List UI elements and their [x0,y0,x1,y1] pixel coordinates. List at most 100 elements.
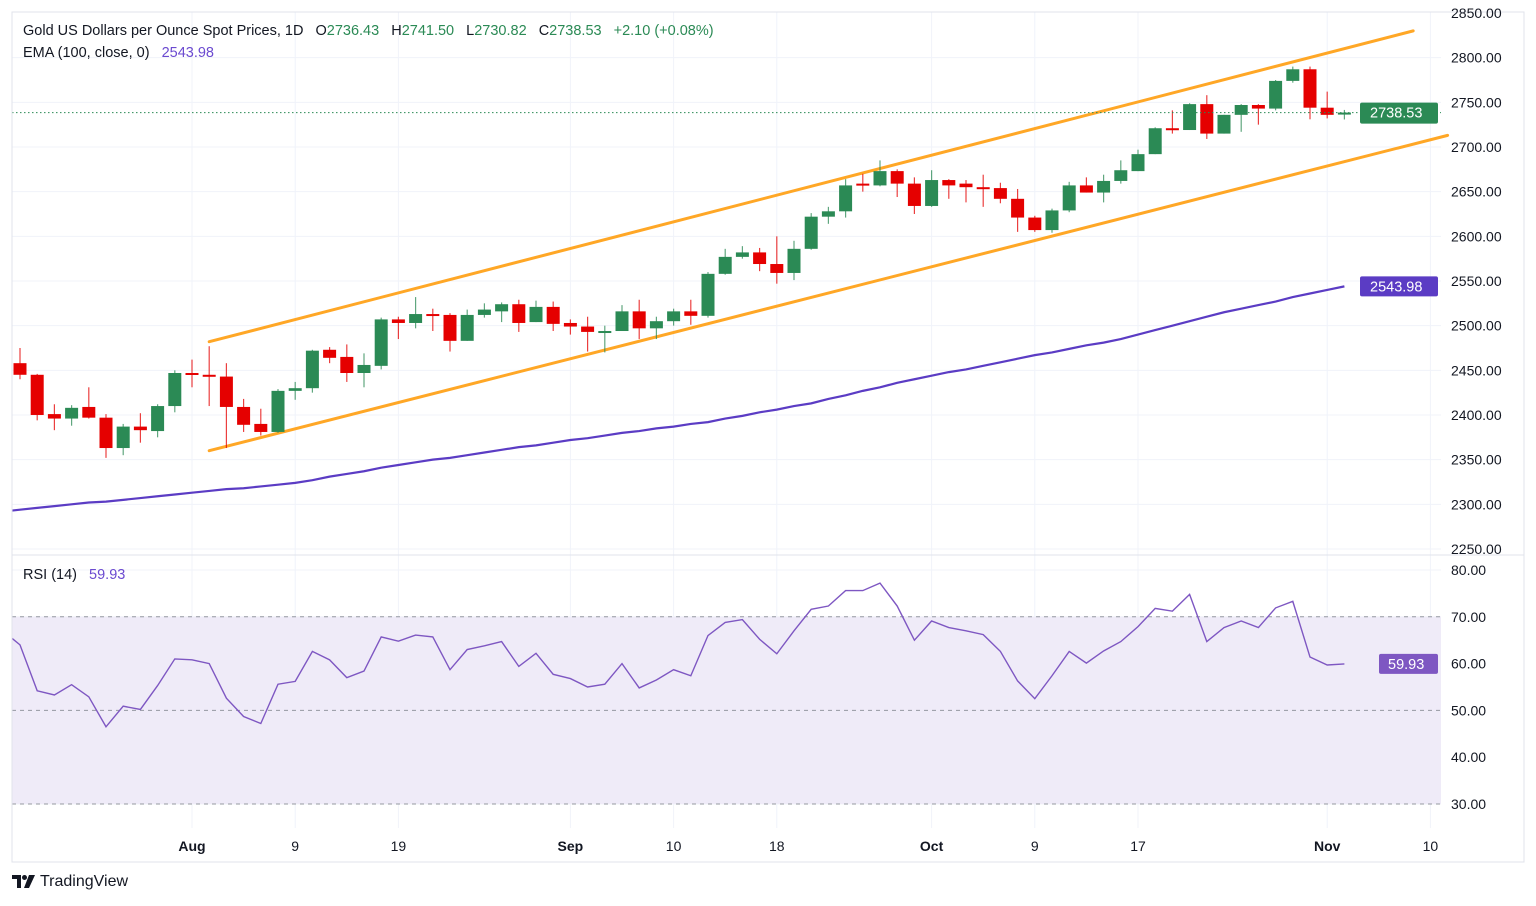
ema-line [11,285,1345,512]
candle-body [1079,185,1093,193]
price-tick-label: 2800.00 [1451,50,1502,66]
candle [787,240,801,281]
tradingview-logo[interactable]: TradingView [12,873,128,891]
ema-badge: 2543.98 [1360,276,1438,297]
candle-body [1337,112,1351,115]
time-tick-label: 19 [391,838,407,854]
ema-badge-text: 2543.98 [1370,279,1422,295]
candle-body [581,326,595,332]
time-tick-label: 10 [1423,838,1439,854]
candle-body [495,304,509,312]
ema-value: 2543.98 [161,45,214,61]
candle [959,180,973,203]
candle [1062,181,1076,213]
candle-body [1148,128,1162,155]
candle-body [1062,185,1076,211]
candle-body [1045,210,1059,231]
candle-body [1269,80,1283,109]
price-tick-label: 2400.00 [1451,407,1502,423]
candle-body [1251,105,1265,109]
candle-body [563,322,577,327]
candle [1269,79,1283,111]
time-tick-label: 17 [1130,838,1146,854]
change-value: +2.10 (+0.08%) [613,23,714,39]
candle [495,302,509,323]
candle [219,363,233,449]
price-tick-label: 2350.00 [1451,452,1502,468]
candle-body [254,423,268,432]
rsi-reference-lines [12,616,1441,805]
candle [753,247,767,272]
price-axis[interactable]: 2850.00 2800.00 2750.00 2700.00 2650.00 2600.… [1451,5,1502,557]
candle-body [529,306,543,323]
candle [357,353,371,388]
candle [546,301,560,332]
candle-body [1217,114,1231,134]
candle-body [271,390,285,432]
candle-body [632,311,646,329]
rsi-legend[interactable]: RSI (14) 59.93 [23,567,125,583]
candle [13,347,27,380]
candle [942,179,956,199]
candle [65,405,79,426]
candle-body [1286,69,1300,81]
candle [701,272,715,318]
candle-body [237,406,251,425]
candles [13,66,1351,458]
ascending-channel[interactable] [207,29,1450,453]
candle-body [512,304,526,323]
low-value: 2730.82 [474,23,527,39]
candle-body [1114,170,1128,181]
candle [1011,188,1025,232]
candle-body [99,417,113,449]
candle-body [374,319,388,366]
time-axis[interactable]: Aug 9 19 Sep 10 18 Oct 9 17 Nov 10 [178,838,1438,854]
rsi-badge-text: 59.93 [1388,657,1424,673]
candle [1286,66,1300,83]
candle-body [288,388,302,391]
candle [598,325,612,353]
candle-body [615,311,629,332]
price-tick-label: 2600.00 [1451,228,1502,244]
rsi-value: 59.93 [89,567,126,583]
candle [804,213,818,250]
rsi-tick-label: 40.00 [1451,749,1486,765]
ema-legend[interactable]: EMA (100, close, 0) 2543.98 [23,45,214,61]
candle [1148,127,1162,155]
candle [323,347,337,364]
candle [460,309,474,341]
candle-body [65,407,79,419]
channel-lower-line [207,133,1450,453]
candle-body [684,311,698,316]
tradingview-logo-text: TradingView [40,873,129,890]
rsi-badge: 59.93 [1379,653,1438,674]
rsi-axis[interactable]: 80.00 70.00 60.00 50.00 40.00 30.00 [1451,562,1486,812]
candle [1320,91,1334,119]
high-value: 2741.50 [401,23,455,39]
candle-body [1320,107,1334,115]
candle [133,413,147,443]
time-tick-label: 9 [1031,838,1039,854]
candle-body [477,309,491,315]
candle [116,423,130,456]
rsi-tick-label: 60.00 [1451,656,1486,672]
candle-body [219,376,233,407]
candle [82,387,96,419]
candle-body [340,356,354,373]
candle-body [701,273,715,316]
candle-body [1200,104,1214,134]
candle-body [168,372,182,407]
symbol-title[interactable]: Gold US Dollars per Ounce Spot Prices, 1… [23,23,304,39]
tradingview-logo-icon [12,875,35,888]
candle [1251,104,1265,125]
price-tick-label: 2750.00 [1451,94,1502,110]
candle-body [753,252,767,265]
candle [340,344,354,382]
candle [237,398,251,432]
symbol-legend: Gold US Dollars per Ounce Spot Prices, 1… [23,23,714,39]
rsi-label: RSI (14) [23,567,77,583]
candle-body [30,374,44,415]
candle [821,206,835,224]
candle-body [856,183,870,186]
